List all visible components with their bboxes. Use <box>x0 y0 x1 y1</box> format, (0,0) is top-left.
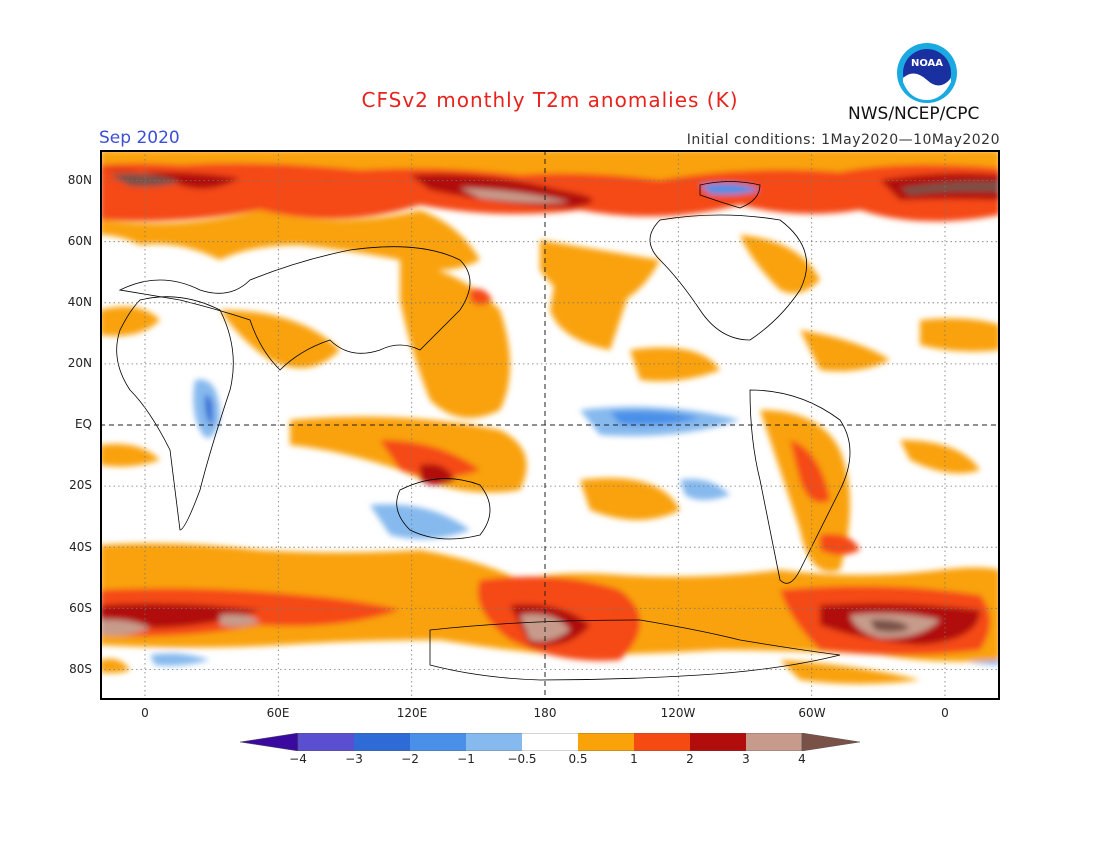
lat-label: EQ <box>74 417 92 431</box>
colorbar-label: 2 <box>686 752 694 766</box>
forecast-month: Sep 2020 <box>99 128 180 148</box>
colorbar-cell <box>466 733 522 751</box>
noaa-logo: NOAA <box>897 43 957 103</box>
colorbar-cell <box>410 733 466 751</box>
anomaly-map <box>100 150 1000 700</box>
lat-label: 40N <box>67 295 92 309</box>
colorbar-label: −1 <box>457 752 475 766</box>
lat-label: 80S <box>69 662 92 676</box>
colorbar <box>240 733 860 751</box>
lat-label: 60S <box>69 601 92 615</box>
colorbar-cell <box>522 733 578 751</box>
map-title: CFSv2 monthly T2m anomalies (K) <box>361 88 739 112</box>
colorbar-cell <box>801 733 860 751</box>
lon-label: 0 <box>941 706 949 720</box>
lon-label: 180 <box>533 706 557 720</box>
colorbar-label: −3 <box>345 752 363 766</box>
colorbar-cell <box>578 733 634 751</box>
map-frame <box>100 150 1000 700</box>
colorbar-label: 0.5 <box>568 752 588 766</box>
agency-label: NWS/NCEP/CPC <box>848 104 980 124</box>
lon-label: 120W <box>660 706 696 720</box>
noaa-logo-text: NOAA <box>911 58 943 69</box>
initial-conditions: Initial conditions: 1May2020—10May2020 <box>686 132 1000 148</box>
colorbar-cell <box>354 733 410 751</box>
anomaly-field <box>100 150 1000 684</box>
lat-label: 20S <box>69 478 92 492</box>
colorbar-label: 1 <box>630 752 638 766</box>
lat-label: 60N <box>67 234 92 248</box>
colorbar-cell <box>298 733 354 751</box>
colorbar-cell <box>634 733 690 751</box>
colorbar-cell <box>746 733 802 751</box>
lon-label: 60E <box>266 706 290 720</box>
colorbar-cell <box>690 733 746 751</box>
lat-label: 80N <box>67 173 92 187</box>
map-canvas <box>100 150 1000 700</box>
colorbar-label: 4 <box>798 752 806 766</box>
lat-label: 40S <box>69 540 92 554</box>
colorbar-label: −2 <box>401 752 419 766</box>
lon-label: 60W <box>798 706 826 720</box>
lon-label: 0 <box>141 706 149 720</box>
colorbar-cell <box>240 733 299 751</box>
reference-lines <box>100 150 1000 700</box>
colorbar-label: −0.5 <box>507 752 537 766</box>
coastlines <box>116 181 851 681</box>
colorbar-label: −4 <box>289 752 307 766</box>
lat-label: 20N <box>67 356 92 370</box>
colorbar-label: 3 <box>742 752 750 766</box>
lon-label: 120E <box>396 706 428 720</box>
